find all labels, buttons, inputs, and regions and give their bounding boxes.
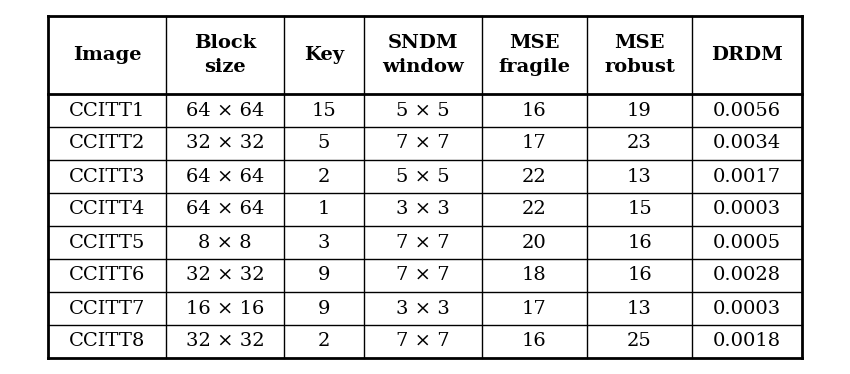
Text: MSE
fragile: MSE fragile [498, 34, 570, 77]
Text: 7 × 7: 7 × 7 [396, 135, 450, 153]
Text: 18: 18 [522, 267, 547, 285]
Text: 2: 2 [318, 168, 330, 186]
Text: 64 × 64: 64 × 64 [186, 168, 264, 186]
Text: 0.0034: 0.0034 [713, 135, 781, 153]
Text: 17: 17 [522, 300, 547, 318]
Text: 0.0003: 0.0003 [713, 300, 781, 318]
Text: CCITT6: CCITT6 [69, 267, 145, 285]
Text: CCITT1: CCITT1 [69, 101, 145, 120]
Text: 32 × 32: 32 × 32 [185, 332, 264, 350]
Text: 3 × 3: 3 × 3 [396, 200, 450, 218]
Text: 7 × 7: 7 × 7 [396, 233, 450, 251]
Text: 15: 15 [627, 200, 652, 218]
Text: 9: 9 [318, 267, 331, 285]
Text: 7 × 7: 7 × 7 [396, 267, 450, 285]
Text: 17: 17 [522, 135, 547, 153]
Text: 1: 1 [318, 200, 330, 218]
Text: 0.0005: 0.0005 [713, 233, 781, 251]
Text: 16: 16 [522, 332, 547, 350]
Text: 16: 16 [522, 101, 547, 120]
Text: CCITT3: CCITT3 [69, 168, 145, 186]
Text: 64 × 64: 64 × 64 [186, 101, 264, 120]
Text: 64 × 64: 64 × 64 [186, 200, 264, 218]
Text: 5: 5 [318, 135, 330, 153]
Text: 0.0017: 0.0017 [713, 168, 781, 186]
Text: Key: Key [304, 46, 344, 64]
Text: CCITT8: CCITT8 [69, 332, 145, 350]
Text: 7 × 7: 7 × 7 [396, 332, 450, 350]
Text: CCITT2: CCITT2 [69, 135, 145, 153]
Text: 5 × 5: 5 × 5 [396, 101, 450, 120]
Text: 13: 13 [627, 168, 652, 186]
Text: 9: 9 [318, 300, 331, 318]
Text: 5 × 5: 5 × 5 [396, 168, 450, 186]
Text: SNDM
window: SNDM window [382, 34, 464, 77]
Text: 0.0003: 0.0003 [713, 200, 781, 218]
Text: 0.0018: 0.0018 [713, 332, 781, 350]
Text: 3: 3 [318, 233, 331, 251]
Text: 22: 22 [522, 168, 547, 186]
Text: CCITT7: CCITT7 [69, 300, 145, 318]
Text: 20: 20 [522, 233, 547, 251]
Text: Image: Image [73, 46, 141, 64]
Text: 0.0028: 0.0028 [713, 267, 781, 285]
Text: Block
size: Block size [194, 34, 256, 77]
Text: 25: 25 [627, 332, 652, 350]
Text: CCITT5: CCITT5 [69, 233, 145, 251]
Text: 19: 19 [627, 101, 652, 120]
Text: MSE
robust: MSE robust [604, 34, 675, 77]
Text: 16 × 16: 16 × 16 [186, 300, 264, 318]
Text: 3 × 3: 3 × 3 [396, 300, 450, 318]
Text: 8 × 8: 8 × 8 [198, 233, 252, 251]
Text: 13: 13 [627, 300, 652, 318]
Text: 32 × 32: 32 × 32 [185, 135, 264, 153]
Text: CCITT4: CCITT4 [69, 200, 145, 218]
Text: 2: 2 [318, 332, 330, 350]
Text: 15: 15 [312, 101, 337, 120]
Text: 16: 16 [627, 267, 652, 285]
Text: DRDM: DRDM [711, 46, 783, 64]
Text: 22: 22 [522, 200, 547, 218]
Text: 16: 16 [627, 233, 652, 251]
Text: 32 × 32: 32 × 32 [185, 267, 264, 285]
Text: 0.0056: 0.0056 [713, 101, 781, 120]
Text: 23: 23 [627, 135, 652, 153]
